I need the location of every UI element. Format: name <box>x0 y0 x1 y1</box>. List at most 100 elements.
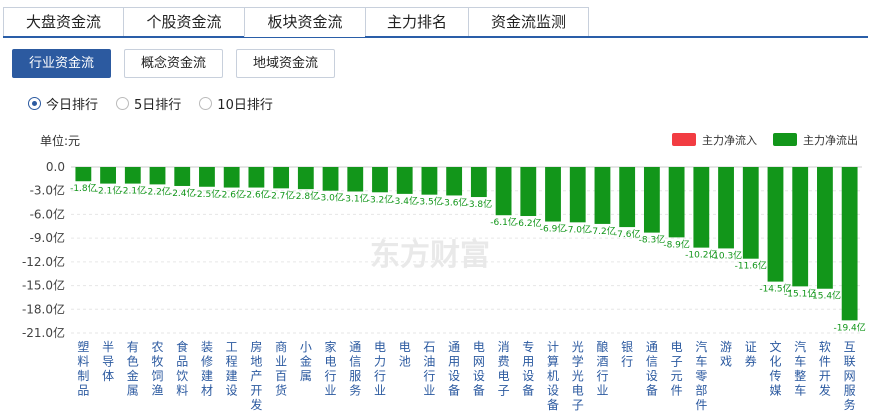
bar[interactable] <box>495 167 512 216</box>
watermark-logo: 东方财富 <box>370 238 490 273</box>
x-tick-char: 网 <box>473 355 485 369</box>
x-tick-char: 饲 <box>152 369 164 383</box>
bar[interactable] <box>124 167 141 184</box>
x-tick-char: 建 <box>226 369 238 383</box>
x-tick-char: 件 <box>671 384 683 398</box>
x-tick-label: 电池 <box>399 340 411 369</box>
bar[interactable] <box>643 167 660 233</box>
x-tick-char: 通 <box>448 340 460 354</box>
bar[interactable] <box>248 167 265 188</box>
x-tick-char: 件 <box>695 398 707 412</box>
radio-unselected-icon <box>116 97 130 110</box>
y-tick-label: -18.0亿 <box>22 301 65 316</box>
bar[interactable] <box>569 167 586 223</box>
x-tick-char: 牧 <box>152 355 164 369</box>
radio-unselected-icon <box>199 97 213 110</box>
sub-tabs: 行业资金流 概念资金流 地域资金流 <box>12 49 335 78</box>
bar[interactable] <box>174 167 191 186</box>
y-tick-label: -15.0亿 <box>22 278 65 293</box>
value-label: -10.3亿 <box>710 249 742 261</box>
x-tick-char: 电 <box>572 384 584 398</box>
bar[interactable] <box>594 167 611 224</box>
x-tick-char: 产 <box>250 369 262 383</box>
x-tick-char: 开 <box>250 384 262 398</box>
bar[interactable] <box>297 167 314 190</box>
tab-stock-flow[interactable]: 个股资金流 <box>123 7 244 37</box>
x-tick-char: 饮 <box>176 369 188 383</box>
x-tick-char: 子 <box>498 384 510 398</box>
x-tick-char: 电 <box>671 340 683 354</box>
value-label: -15.4亿 <box>809 290 841 302</box>
x-tick-label: 计算机设备 <box>547 340 559 412</box>
legend-inflow-swatch <box>672 133 696 146</box>
bar[interactable] <box>199 167 215 187</box>
bar[interactable] <box>767 167 784 282</box>
x-tick-char: 装 <box>201 340 213 354</box>
tab-flow-monitor[interactable]: 资金流监测 <box>468 7 589 37</box>
radio-selected-icon <box>28 97 41 110</box>
subtab-region-flow[interactable]: 地域资金流 <box>236 49 335 78</box>
x-tick-char: 设 <box>473 369 485 383</box>
radio-5day[interactable]: 5日排行 <box>116 94 181 113</box>
x-tick-char: 设 <box>646 369 658 383</box>
x-tick-char: 用 <box>448 355 460 369</box>
x-tick-char: 货 <box>275 383 287 398</box>
x-tick-char: 备 <box>473 384 485 398</box>
x-tick-char: 程 <box>226 354 238 369</box>
bar[interactable] <box>668 167 685 238</box>
bars <box>75 167 858 321</box>
subtab-industry-flow[interactable]: 行业资金流 <box>12 49 111 78</box>
x-tick-label: 互联网服务 <box>844 340 856 412</box>
x-tick-char: 通 <box>646 340 658 354</box>
ranking-period-radios: 今日排行 5日排行 10日排行 <box>28 94 291 113</box>
value-label: -7.2亿 <box>589 225 616 237</box>
legend: 主力净流入 主力净流出 <box>672 133 858 147</box>
x-tick-char: 行 <box>374 369 386 383</box>
x-tick-label: 工程建设 <box>226 340 238 398</box>
bar[interactable] <box>100 167 116 184</box>
bar[interactable] <box>545 167 561 222</box>
x-tick-char: 汽 <box>695 339 707 354</box>
x-tick-char: 电 <box>498 369 510 383</box>
x-tick-char: 修 <box>201 354 213 369</box>
tab-sector-flow[interactable]: 板块资金流 <box>244 7 365 37</box>
x-tick-char: 设 <box>547 384 559 398</box>
radio-10day[interactable]: 10日排行 <box>199 94 273 113</box>
x-tick-char: 消 <box>498 340 510 354</box>
bar[interactable] <box>520 167 537 217</box>
bar[interactable] <box>470 167 487 198</box>
x-tick-label: 房地产开发 <box>250 339 262 412</box>
bar[interactable] <box>841 167 858 321</box>
x-tick-char: 学 <box>572 354 584 369</box>
value-label: -2.2亿 <box>144 185 171 197</box>
x-tick-char: 导 <box>102 355 114 369</box>
tab-market-flow[interactable]: 大盘资金流 <box>3 7 123 37</box>
radio-today[interactable]: 今日排行 <box>28 94 98 113</box>
bar[interactable] <box>817 167 833 289</box>
bar[interactable] <box>149 167 166 185</box>
subtab-concept-flow[interactable]: 概念资金流 <box>124 49 223 78</box>
x-tick-label: 农牧饲渔 <box>152 340 164 398</box>
bar[interactable] <box>223 167 240 188</box>
x-tick-label: 证券 <box>745 340 757 369</box>
bar[interactable] <box>347 167 364 192</box>
bar[interactable] <box>322 167 339 191</box>
bar[interactable] <box>75 167 92 182</box>
x-tick-char: 子 <box>671 355 683 369</box>
x-tick-label: 游戏 <box>720 340 732 369</box>
x-tick-char: 联 <box>844 355 856 369</box>
legend-outflow-swatch <box>773 133 797 146</box>
x-tick-char: 业 <box>596 384 608 398</box>
bar[interactable] <box>792 167 809 287</box>
tab-main-ranking[interactable]: 主力排名 <box>365 7 468 37</box>
bar[interactable] <box>742 167 759 259</box>
x-tick-char: 务 <box>349 383 361 398</box>
bar[interactable] <box>718 167 734 249</box>
bar[interactable] <box>421 167 438 195</box>
bar[interactable] <box>396 167 413 194</box>
bar[interactable] <box>619 167 636 228</box>
bar[interactable] <box>273 167 290 189</box>
bar[interactable] <box>446 167 463 196</box>
bar[interactable] <box>372 167 388 193</box>
bar[interactable] <box>693 167 710 248</box>
